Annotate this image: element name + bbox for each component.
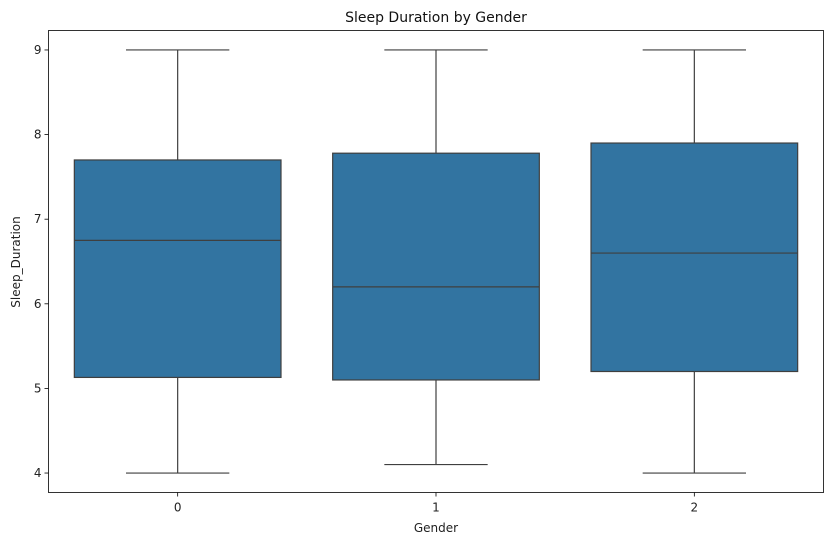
y-tick-label: 5	[34, 381, 42, 395]
plot-marks	[73, 49, 799, 474]
box-iqr	[590, 142, 799, 373]
box-group-1	[332, 49, 540, 466]
chart-title: Sleep Duration by Gender	[345, 10, 527, 26]
y-tick-label: 8	[34, 128, 42, 142]
x-axis-label: Gender	[414, 521, 458, 535]
y-axis: 4 5 6 7 8 9	[34, 43, 49, 480]
y-tick-label: 7	[34, 212, 42, 226]
x-axis: 0 1 2	[174, 492, 699, 515]
box-group-0	[73, 49, 282, 474]
x-tick-label: 1	[432, 501, 440, 515]
y-axis-label: Sleep_Duration	[9, 216, 23, 307]
box-iqr	[332, 152, 540, 381]
y-tick-label: 9	[34, 43, 42, 57]
box-iqr	[73, 159, 282, 379]
x-tick-label: 0	[174, 501, 182, 515]
x-tick-label: 2	[691, 501, 699, 515]
y-tick-label: 6	[34, 297, 42, 311]
box-group-2	[590, 49, 799, 474]
y-tick-label: 4	[34, 466, 42, 480]
